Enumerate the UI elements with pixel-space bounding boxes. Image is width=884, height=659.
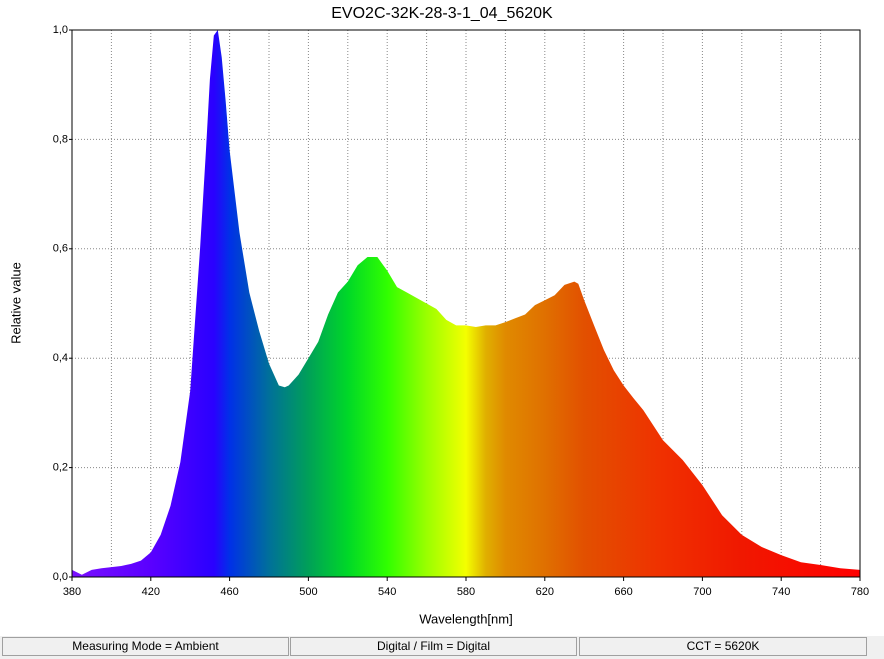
y-tick-label: 0,6: [53, 243, 68, 255]
x-tick-label: 620: [536, 586, 554, 598]
status-bar: Measuring Mode = Ambient Digital / Film …: [0, 636, 884, 659]
y-tick-label: 1,0: [53, 24, 68, 36]
x-tick-label: 780: [851, 586, 869, 598]
x-tick-label: 740: [772, 586, 790, 598]
x-tick-label: 380: [63, 586, 81, 598]
y-tick-label: 0,2: [53, 462, 68, 474]
status-cell: Digital / Film = Digital: [290, 637, 577, 656]
x-axis-label: Wavelength[nm]: [419, 611, 512, 626]
x-tick-label: 460: [220, 586, 238, 598]
y-tick-label: 0,0: [53, 571, 68, 583]
y-tick-label: 0,8: [53, 133, 68, 145]
x-tick-label: 660: [614, 586, 632, 598]
chart-title: EVO2C-32K-28-3-1_04_5620K: [331, 5, 553, 22]
spectrum-area: [72, 30, 860, 577]
x-tick-label: 580: [457, 586, 475, 598]
y-axis-label: Relative value: [8, 262, 23, 344]
x-tick-label: 500: [299, 586, 317, 598]
chart: EVO2C-32K-28-3-1_04_5620K Wavelength[nm]…: [8, 5, 869, 626]
x-tick-label: 700: [693, 586, 711, 598]
x-tick-label: 540: [378, 586, 396, 598]
status-cell: Measuring Mode = Ambient: [2, 637, 289, 656]
y-tick-label: 0,4: [53, 352, 68, 364]
x-tick-label: 420: [142, 586, 160, 598]
status-cell: CCT = 5620K: [579, 637, 867, 656]
